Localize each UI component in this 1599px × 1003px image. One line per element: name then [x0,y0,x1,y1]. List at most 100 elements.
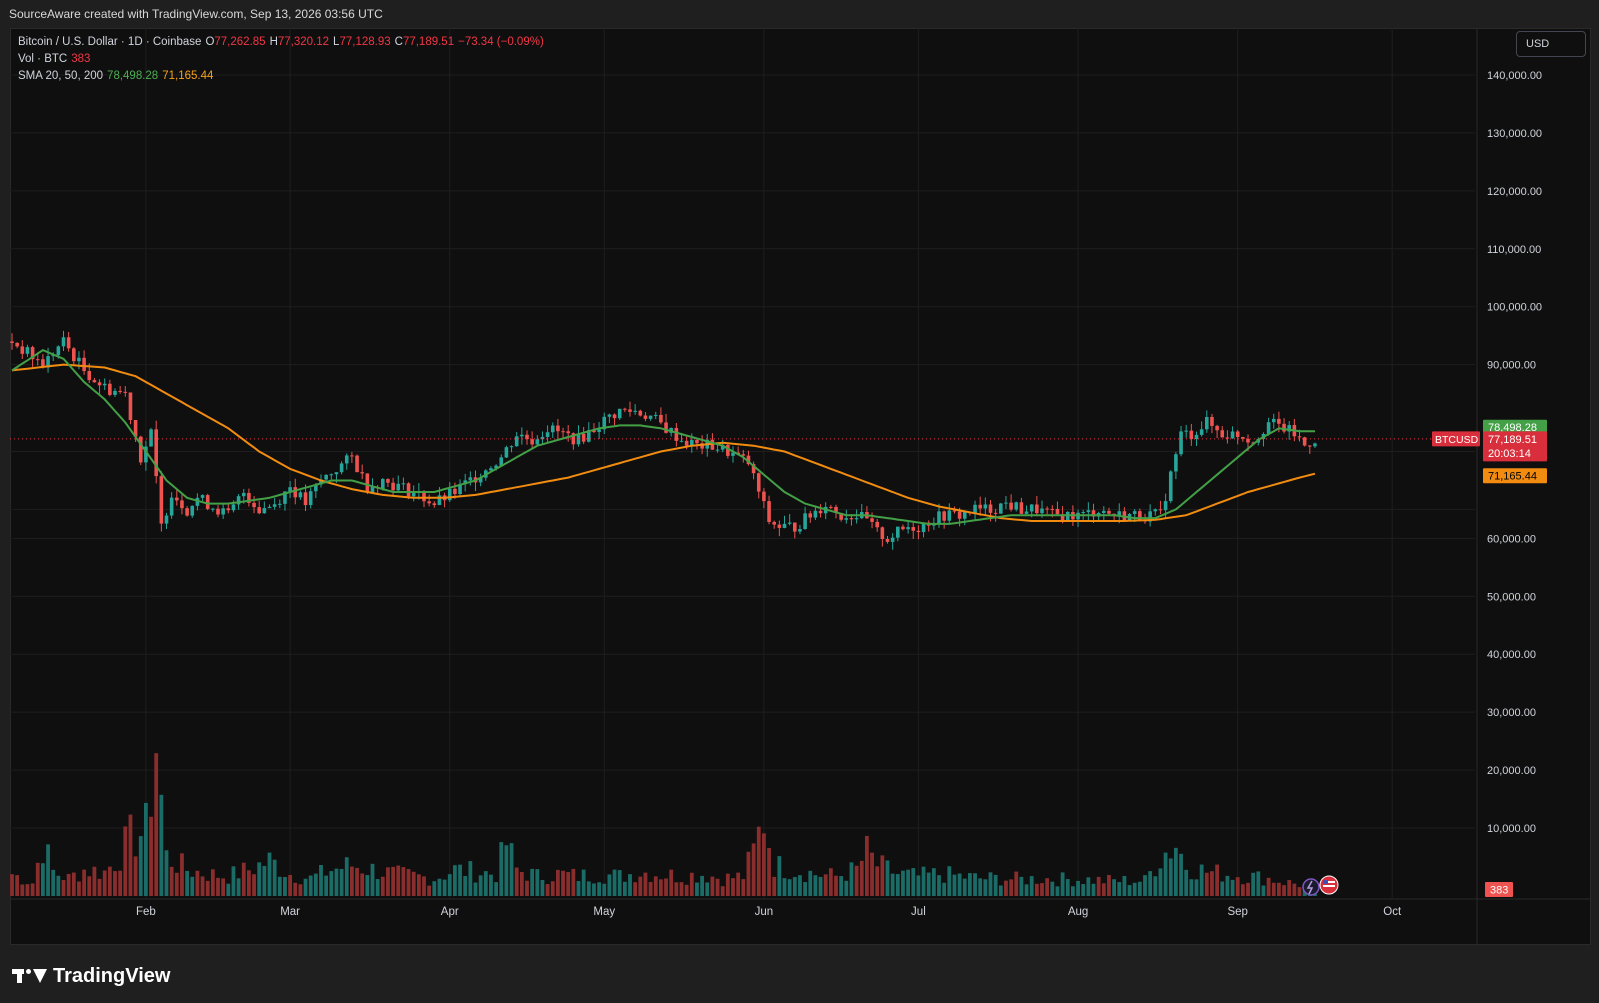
volume-bar [756,826,761,896]
candle [1184,424,1188,438]
candle [1282,418,1286,434]
volume-bar [762,833,766,896]
volume-bar [200,876,205,896]
volume-bar [20,884,25,896]
price-chart[interactable]: 140,000.00 130,000.00 120,000.00 110,000.00… [10,28,1591,945]
svg-text:20:03:14: 20:03:14 [1488,448,1531,460]
candle [1107,507,1111,515]
candle [1102,506,1106,521]
candle [123,386,128,397]
volume-bar [77,881,81,896]
volume-bar [787,879,792,896]
candle [113,388,117,398]
volume-bar [684,884,689,896]
price-axis-label: 110,000.00 [1487,244,1541,256]
candle [896,526,900,542]
candle [1055,501,1060,515]
sma20-price-badge: 78,498.28 [1483,419,1547,435]
volume-bar [355,867,359,896]
volume-bar [581,869,586,896]
candle [540,431,545,445]
volume-bar [1220,881,1225,896]
volume-bar [556,869,560,896]
candle [782,515,787,529]
candle [772,520,776,529]
candle [365,473,370,495]
volume-bar [123,826,128,896]
candle [1266,417,1271,436]
candle [303,484,308,512]
volume-bar [1292,883,1297,896]
volume-bar [87,876,92,896]
candle [921,522,926,538]
volume-bar [1137,881,1142,896]
volume-bar [25,884,30,896]
candle [1035,495,1039,517]
volume-bar [437,878,442,896]
volume-bar [277,876,282,896]
volume-bar [854,865,859,896]
candle [1004,495,1008,510]
candle [1210,413,1214,434]
volume-bar [463,876,468,896]
candle [865,506,869,519]
candle [102,378,107,391]
candle [787,514,792,526]
candle [715,444,720,453]
candle [756,472,761,499]
candle [674,423,679,447]
candle [777,520,782,537]
candle [432,501,437,508]
price-axis-label: 30,000.00 [1487,707,1536,719]
volume-bar [133,856,138,896]
volume-bar [988,872,993,896]
volume-bar [839,876,844,896]
volume-bar [931,868,936,896]
volume-bar [885,860,890,896]
price-axis-label: 120,000.00 [1487,186,1542,198]
sma50-line [11,363,1316,522]
candle [514,431,519,447]
candle [267,504,272,509]
time-axis-label: Jul [911,906,926,918]
currency-button[interactable]: USD [1516,31,1586,57]
candle [329,473,334,480]
volume-bar [1282,885,1286,896]
volume-bar [828,868,833,896]
candle [72,347,76,365]
candle [623,407,627,413]
volume-bar [1086,877,1091,896]
volume-bar [576,881,581,896]
candle [350,451,354,463]
candle [859,504,864,520]
symbol-tag: BTCUSD [1432,431,1480,447]
candle [401,477,406,490]
volume-bar [725,873,730,896]
tradingview-logo[interactable]: TradingView [12,962,170,990]
volume-bar [638,876,643,896]
volume-label: Vol · BTC [18,53,68,65]
volume-bar [499,842,504,896]
candle [447,482,452,503]
volume-bar [942,882,947,896]
volume-bar [1014,871,1019,896]
candle [1168,470,1173,504]
price-axis-label: 10,000.00 [1487,823,1536,835]
volume-bar [247,870,251,896]
candle [901,524,905,531]
candle [633,404,637,415]
volume-bar [10,874,14,896]
chart-pane[interactable] [10,28,1591,945]
candle [803,506,807,530]
candle [1179,425,1183,457]
candle [885,535,890,544]
volume-bar [458,864,462,896]
volume-bar [844,880,849,896]
candle [762,488,766,509]
volume-bar [669,869,674,896]
volume-bar [1266,877,1271,896]
volume-bar [849,862,854,896]
volume-bar [767,847,771,896]
events-icons[interactable] [1302,875,1339,896]
candle [993,508,998,522]
